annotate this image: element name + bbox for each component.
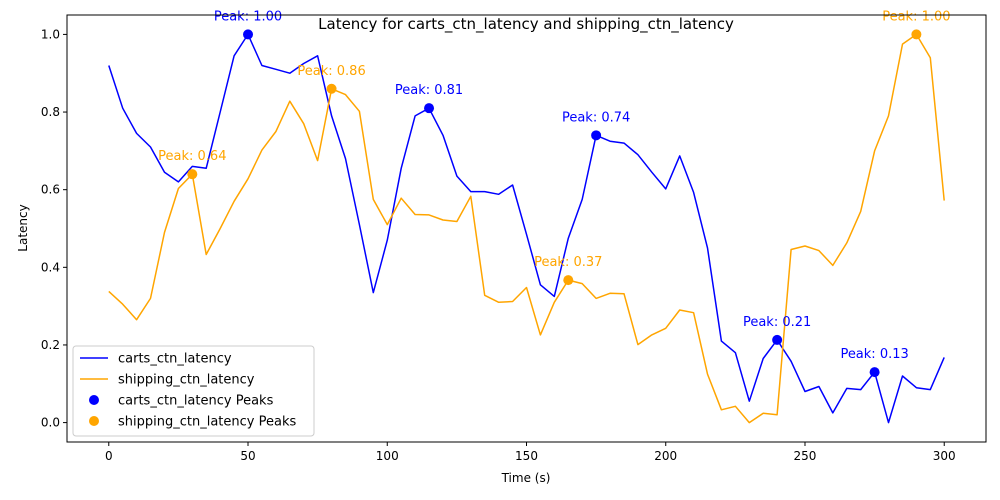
peak-label-shipping_ctn_latency-1: Peak: 0.86 xyxy=(297,64,365,79)
series-line-shipping_ctn_latency xyxy=(108,33,945,424)
x-tick-label: 150 xyxy=(515,449,538,463)
peak-marker-shipping_ctn_latency-3 xyxy=(911,29,922,40)
legend-entry-label: shipping_ctn_latency xyxy=(118,373,255,388)
x-axis-ticks: 0 50 100 150 200 250 300 xyxy=(105,442,956,463)
x-tick-label: 250 xyxy=(794,449,817,463)
peak-marker-carts_ctn_latency-1 xyxy=(424,103,435,114)
x-tick-label: 50 xyxy=(240,449,255,463)
peak-marker-shipping_ctn_latency-2 xyxy=(563,275,574,286)
peak-marker-carts_ctn_latency-0 xyxy=(243,29,254,40)
x-tick-label: 200 xyxy=(654,449,677,463)
y-tick-label: 0.4 xyxy=(41,260,60,274)
y-axis-label: Latency xyxy=(16,204,30,251)
peak-marker-carts_ctn_latency-4 xyxy=(869,367,880,378)
peak-marker-shipping_ctn_latency-0 xyxy=(187,169,198,180)
legend-swatch-dot xyxy=(89,395,99,405)
legend: carts_ctn_latency shipping_ctn_latencycar… xyxy=(72,345,315,437)
peak-label-carts_ctn_latency-1: Peak: 0.81 xyxy=(395,83,463,98)
y-axis-ticks: 0.0 0.2 0.4 0.6 0.8 1.0 xyxy=(41,27,67,430)
peak-label-carts_ctn_latency-4: Peak: 0.13 xyxy=(840,347,908,362)
peak-marker-carts_ctn_latency-2 xyxy=(591,130,602,141)
chart-title: Latency for carts_ctn_latency and shippi… xyxy=(318,15,734,34)
peak-label-shipping_ctn_latency-0: Peak: 0.64 xyxy=(158,149,226,164)
x-tick-label: 100 xyxy=(376,449,399,463)
x-axis-label: Time (s) xyxy=(501,471,551,485)
y-tick-label: 0.2 xyxy=(41,338,60,352)
y-tick-label: 0.0 xyxy=(41,416,60,430)
legend-swatch-dot xyxy=(89,416,99,426)
peak-label-shipping_ctn_latency-3: Peak: 1.00 xyxy=(882,9,950,24)
peak-label-carts_ctn_latency-0: Peak: 1.00 xyxy=(214,9,282,24)
peak-marker-shipping_ctn_latency-1 xyxy=(326,83,337,94)
y-tick-label: 0.6 xyxy=(41,183,60,197)
peak-label-carts_ctn_latency-2: Peak: 0.74 xyxy=(562,110,630,125)
peak-label-carts_ctn_latency-3: Peak: 0.21 xyxy=(743,315,811,330)
plot-area: Peak: 1.00 Peak: 0.81 Peak: 0.74 Peak: 0.21… xyxy=(108,9,951,424)
y-tick-label: 0.8 xyxy=(41,105,60,119)
legend-entry-label: shipping_ctn_latency Peaks xyxy=(118,415,296,430)
legend-entry-label: carts_ctn_latency Peaks xyxy=(118,394,274,409)
x-tick-label: 300 xyxy=(933,449,956,463)
legend-entry-label: carts_ctn_latency xyxy=(118,352,232,367)
y-tick-label: 1.0 xyxy=(41,27,60,41)
peak-marker-carts_ctn_latency-3 xyxy=(772,334,783,345)
peak-label-shipping_ctn_latency-2: Peak: 0.37 xyxy=(534,255,602,270)
legend-box xyxy=(72,345,315,437)
x-tick-label: 0 xyxy=(105,449,113,463)
